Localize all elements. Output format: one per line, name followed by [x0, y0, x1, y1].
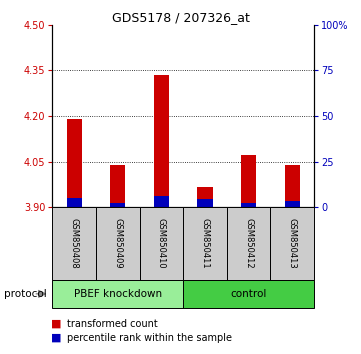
Bar — [154, 196, 169, 207]
Bar — [96, 207, 140, 280]
Bar — [197, 187, 213, 207]
Text: protocol: protocol — [4, 289, 46, 299]
Bar — [140, 207, 183, 280]
Text: GSM850412: GSM850412 — [244, 218, 253, 269]
Bar — [197, 200, 213, 207]
Text: GSM850408: GSM850408 — [70, 218, 79, 269]
Bar — [270, 207, 314, 280]
Text: GSM850411: GSM850411 — [200, 218, 209, 269]
Text: ■: ■ — [51, 319, 61, 329]
Text: PBEF knockdown: PBEF knockdown — [74, 289, 162, 299]
Text: control: control — [230, 289, 267, 299]
Bar — [110, 165, 125, 207]
Text: ■: ■ — [51, 333, 61, 343]
Bar — [241, 202, 256, 207]
Bar — [284, 201, 300, 207]
Text: transformed count: transformed count — [67, 319, 157, 329]
Text: GSM850410: GSM850410 — [157, 218, 166, 269]
Bar — [183, 207, 227, 280]
Text: GSM850413: GSM850413 — [288, 218, 297, 269]
Text: GDS5178 / 207326_at: GDS5178 / 207326_at — [112, 11, 249, 24]
Bar — [52, 280, 183, 308]
Bar — [110, 202, 125, 207]
Text: percentile rank within the sample: percentile rank within the sample — [67, 333, 232, 343]
Bar — [241, 155, 256, 207]
Bar — [154, 75, 169, 207]
Text: GSM850409: GSM850409 — [113, 218, 122, 269]
Bar — [66, 198, 82, 207]
Bar — [52, 207, 96, 280]
Bar — [183, 280, 314, 308]
Bar — [227, 207, 270, 280]
Bar — [66, 119, 82, 207]
Bar — [284, 165, 300, 207]
